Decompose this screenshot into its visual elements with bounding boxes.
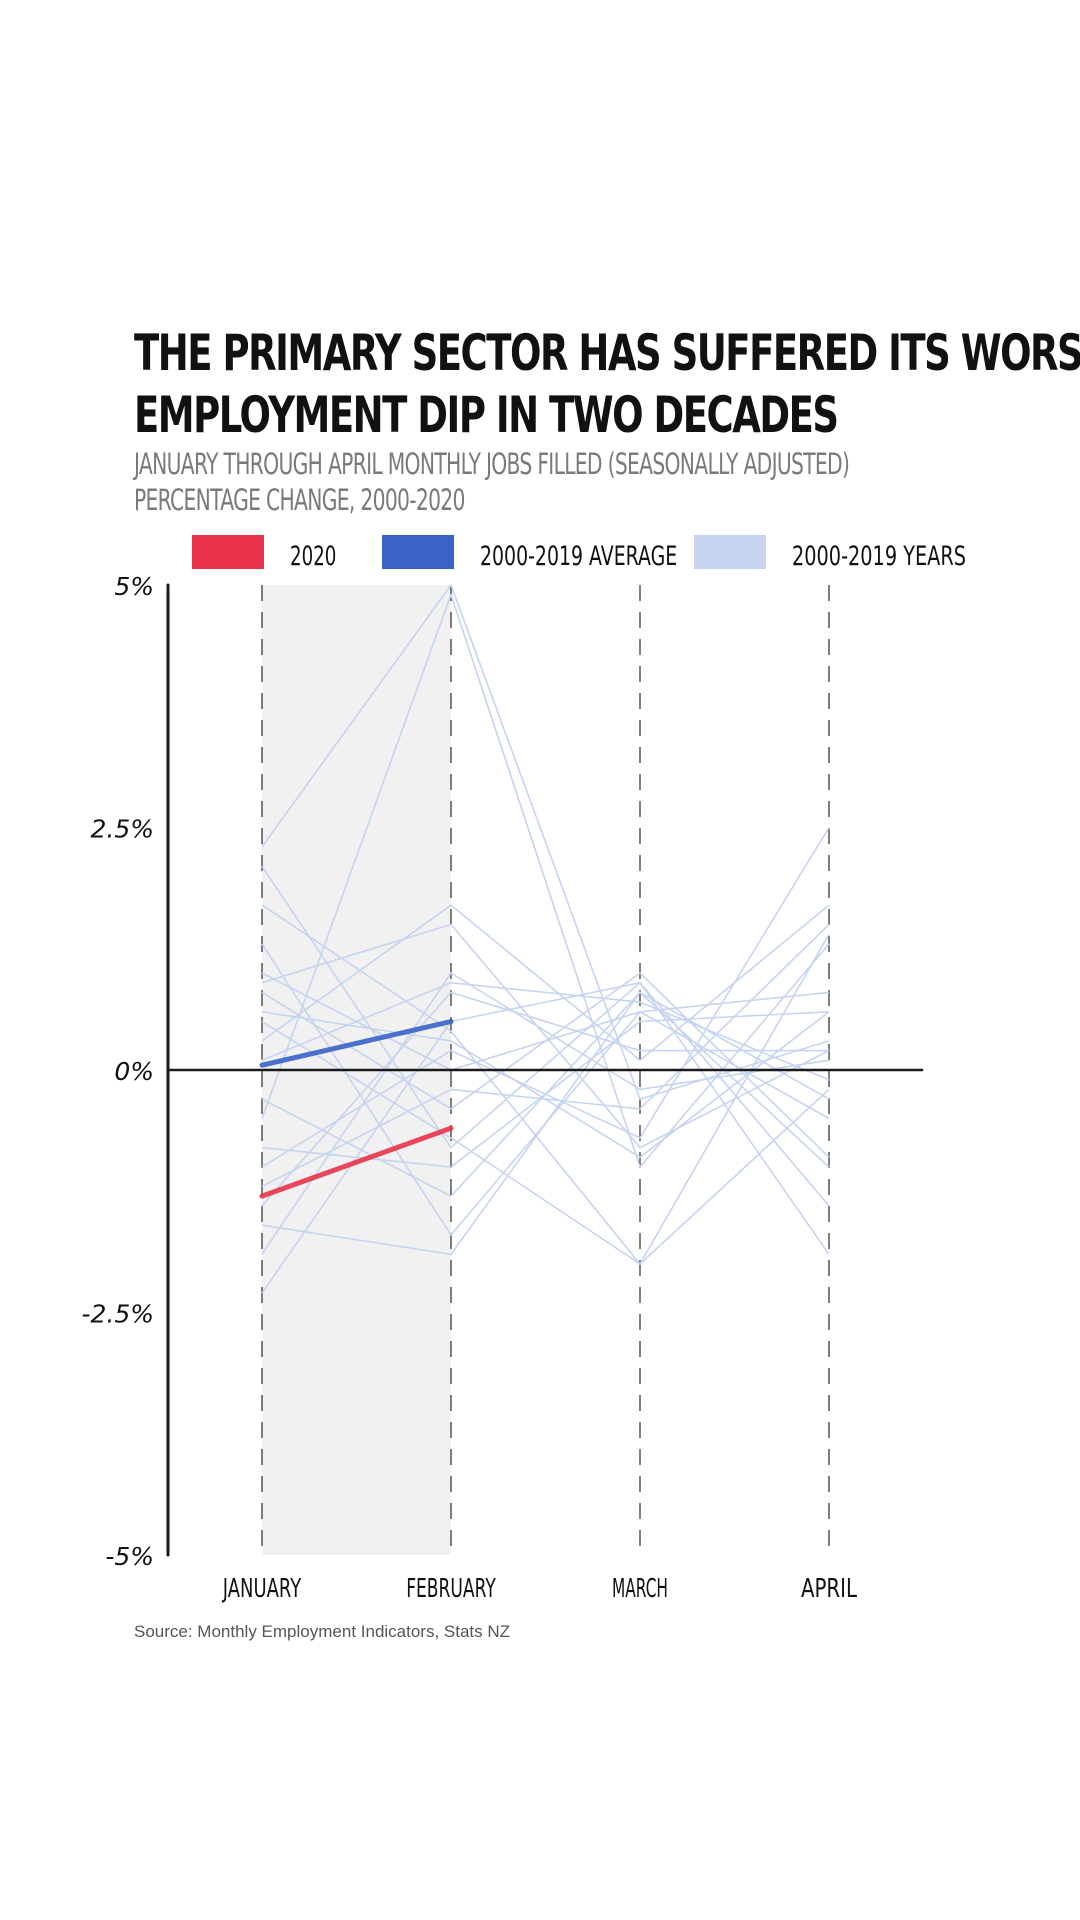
y-tick-label: -2.5% — [81, 1300, 154, 1329]
y-tick-label: 5% — [114, 572, 154, 601]
legend-label-1: 2020 — [290, 541, 336, 572]
y-tick-label: -5% — [105, 1542, 154, 1571]
subtitle-line-1: January through April monthly jobs fille… — [134, 447, 850, 481]
x-tick-label-march: MARCH — [612, 1574, 668, 1604]
year-line — [261, 1020, 830, 1265]
year-line — [261, 991, 830, 1197]
y-tick-label: 2.5% — [90, 815, 154, 844]
year-line — [261, 972, 830, 1120]
year-line — [261, 972, 830, 1255]
series-line-2000-2019-average — [259, 1019, 454, 1068]
series-line-2020 — [259, 1125, 454, 1199]
legend-swatch-1 — [192, 535, 264, 569]
years-lines — [261, 584, 830, 1294]
tick-labels: 5% 2.5% 0% -2.5% -5% JANUARY FEBRUARY MARCH APRI… — [81, 572, 857, 1604]
highlight-series — [259, 1019, 454, 1199]
x-tick-label-february: FEBRUARY — [406, 1574, 496, 1604]
year-line — [261, 991, 829, 1207]
year-line — [261, 1011, 830, 1159]
year-line — [261, 923, 830, 1149]
x-tick-label-april: APRIL — [801, 1574, 857, 1604]
legend-swatch-2 — [382, 535, 454, 569]
legend: 2020 2000-2019 AVERAGE 2000-2019 YEARS — [192, 535, 966, 572]
legend-label-3: 2000-2019 YEARS — [792, 541, 966, 572]
title-line-2: employment dip in two decades — [134, 386, 839, 444]
year-line — [261, 865, 830, 1255]
year-line — [261, 991, 830, 1256]
year-line — [261, 981, 830, 1294]
axes — [166, 583, 924, 1557]
legend-swatch-3 — [694, 535, 766, 569]
year-line — [261, 593, 830, 1168]
x-tick-label-january: JANUARY — [221, 1574, 301, 1604]
source-note: Source: Monthly Employment Indicators, S… — [134, 1622, 511, 1641]
subtitle-line-2: percentage change, 2000-2020 — [134, 483, 465, 517]
legend-label-2: 2000-2019 AVERAGE — [480, 541, 677, 572]
y-tick-label: 0% — [114, 1057, 154, 1086]
chart-subtitle: January through April monthly jobs fille… — [134, 446, 850, 518]
